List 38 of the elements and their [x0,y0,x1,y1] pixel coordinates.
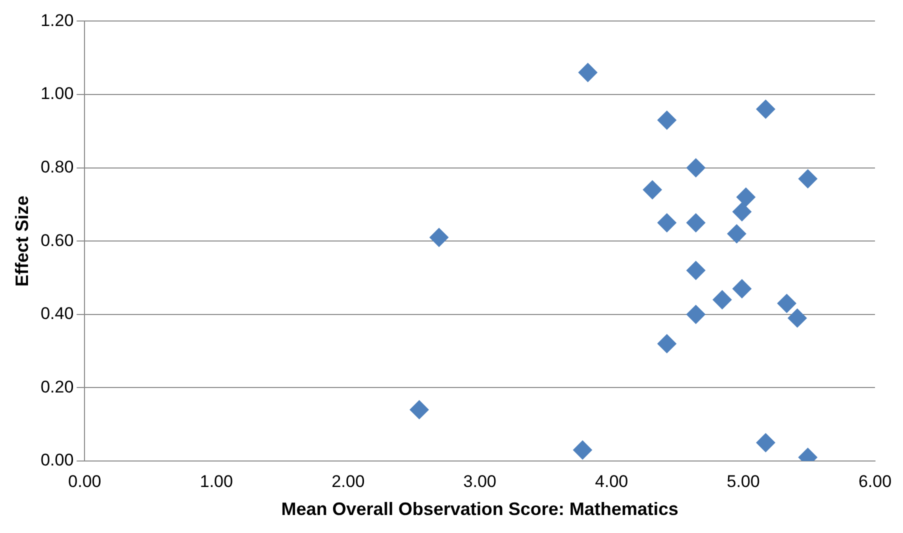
x-tick-label: 0.00 [68,472,102,491]
y-tick-label: 0.20 [40,377,74,396]
point [642,180,662,200]
point [578,63,598,82]
point [686,158,706,178]
y-axis-title: Effect Size [12,196,32,287]
point [657,110,676,130]
point [686,260,706,280]
y-tick-label: 0.80 [40,157,74,176]
point [736,188,756,207]
point [727,224,746,244]
point [657,213,676,232]
point [756,100,776,119]
point [732,279,752,298]
x-tick-label: 6.00 [858,472,892,491]
point [657,334,676,354]
point [686,213,706,232]
point [410,400,429,420]
x-axis-title: Mean Overall Observation Score: Mathematics [281,499,678,520]
point [430,228,449,247]
point [777,294,796,313]
y-tick-label: 0.60 [40,230,74,250]
point [798,169,818,188]
x-tick-label: 1.00 [200,472,233,491]
y-tick-label: 0.00 [40,450,74,470]
point [788,308,807,328]
y-tick-label: 0.40 [40,304,74,324]
x-tick-label: 5.00 [726,472,760,491]
x-tick-label: 2.00 [332,472,365,491]
y-tick-label: 1.20 [40,10,74,30]
point [712,290,732,310]
point [732,202,752,222]
x-tick-label: 4.00 [595,472,628,491]
y-tick-label: 1.00 [40,84,74,104]
point [573,440,592,460]
x-tick-label: 3.00 [463,472,496,491]
point [686,304,706,324]
point [756,433,776,452]
